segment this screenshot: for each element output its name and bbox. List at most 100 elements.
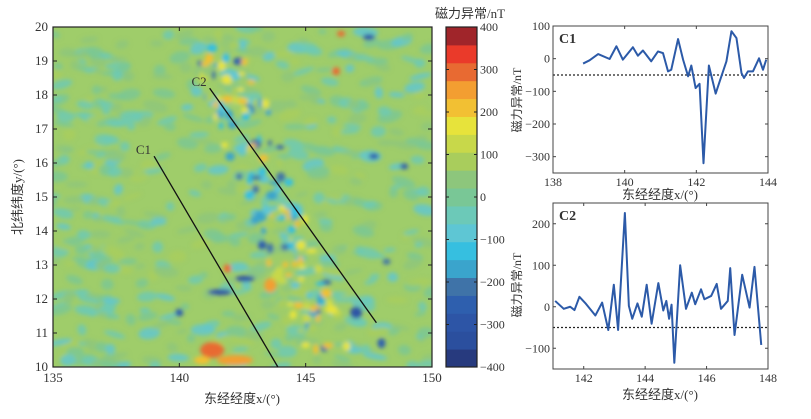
strong-anomaly: [175, 309, 183, 317]
anomaly-feature: [262, 206, 269, 212]
strong-anomaly: [383, 259, 391, 265]
anomaly-feature: [281, 244, 289, 251]
colorbar-tick-label: 200: [480, 105, 498, 119]
anomaly-feature: [293, 249, 297, 254]
anomaly-feature: [277, 157, 281, 167]
y-tick-label: 16: [35, 155, 49, 170]
anomaly-feature: [236, 173, 243, 180]
colorbar-band: [446, 260, 477, 278]
anomaly-feature: [261, 227, 266, 234]
strong-anomaly: [264, 278, 276, 292]
colorbar-band: [446, 116, 477, 134]
map-field: [44, 21, 440, 373]
plot-frame: [553, 26, 768, 173]
panel-label: C1: [559, 32, 576, 47]
strong-anomaly: [369, 153, 379, 159]
map-ylabel: 北纬纬度y/(°): [10, 159, 25, 235]
x-tick-label: 140: [170, 370, 190, 385]
anomaly-feature: [241, 59, 248, 66]
colorbar-tick-label: 300: [480, 63, 498, 77]
y-tick-label: 200: [532, 217, 550, 231]
colorbar-band: [446, 81, 477, 99]
anomaly-feature: [276, 172, 285, 181]
anomaly-feature: [213, 112, 217, 121]
anomaly-feature: [302, 314, 311, 322]
colorbar-band: [446, 242, 477, 260]
x-tick-label: 138: [544, 175, 562, 189]
colorbar-band: [446, 99, 477, 117]
strong-anomaly: [217, 355, 253, 365]
anomaly-feature: [315, 264, 323, 273]
anomaly-feature: [343, 342, 351, 351]
anomaly-feature: [303, 302, 310, 310]
y-tick-label: 0: [544, 300, 550, 314]
y-tick-label: 100: [532, 258, 550, 272]
anomaly-feature: [323, 343, 334, 349]
colorbar-band: [446, 63, 477, 81]
y-tick-label: 18: [35, 87, 48, 102]
anomaly-feature: [262, 99, 269, 108]
anomaly-feature: [309, 305, 320, 310]
anomaly-feature: [290, 216, 298, 221]
anomaly-feature: [292, 261, 298, 267]
strong-anomaly: [332, 67, 340, 75]
anomaly-feature: [327, 300, 332, 306]
colorbar-tick-label: 400: [480, 20, 498, 34]
y-tick-label: 20: [35, 19, 48, 34]
anomaly-feature: [282, 262, 288, 268]
anomaly-feature: [219, 122, 224, 129]
anomaly-feature: [247, 80, 255, 84]
anomaly-feature: [306, 292, 312, 299]
colorbar-tick-label: −200: [480, 275, 505, 289]
c2-ylabel: 磁力异常/nT: [509, 252, 524, 317]
anomaly-feature: [324, 279, 330, 284]
y-tick-label: 13: [35, 257, 48, 272]
anomaly-feature: [225, 152, 235, 161]
map-xlabel: 东经经度x/(°): [204, 391, 280, 406]
y-tick-label: 17: [35, 121, 49, 136]
anomaly-feature: [276, 145, 285, 149]
strong-anomaly: [350, 307, 362, 319]
anomaly-feature: [298, 277, 304, 282]
y-tick-label: 15: [35, 189, 48, 204]
colorbar-tick-label: 0: [480, 190, 486, 204]
anomaly-feature: [258, 240, 267, 250]
plot-frame: [553, 203, 768, 369]
anomaly-feature: [251, 175, 262, 180]
anomaly-feature: [293, 302, 303, 308]
colorbar-band: [446, 188, 477, 206]
profile-label-c1: C1: [136, 142, 151, 157]
c2-xlabel: 东经经度x/(°): [622, 387, 698, 402]
y-tick-label: 0: [544, 52, 550, 66]
anomaly-feature: [301, 342, 310, 348]
anomaly-feature: [287, 302, 293, 306]
colorbar-band: [446, 206, 477, 224]
anomaly-feature: [265, 110, 271, 115]
colorbar-band: [446, 134, 477, 152]
anomaly-feature: [277, 278, 287, 284]
y-tick-label: 19: [35, 53, 48, 68]
colorbar-band: [446, 313, 477, 331]
anomaly-feature: [221, 142, 228, 148]
strong-anomaly: [200, 342, 224, 358]
anomaly-feature: [317, 294, 323, 304]
x-tick-label: 150: [422, 370, 442, 385]
strong-anomaly: [235, 276, 255, 282]
anomaly-feature: [207, 44, 218, 53]
x-tick-label: 146: [698, 371, 716, 385]
colorbar-band: [446, 45, 477, 63]
anomaly-feature: [259, 167, 267, 176]
anomaly-feature: [287, 226, 295, 234]
anomaly-feature: [321, 289, 332, 298]
x-tick-label: 142: [575, 371, 593, 385]
y-tick-label: −200: [525, 117, 550, 131]
x-tick-label: 148: [759, 371, 777, 385]
anomaly-feature: [313, 344, 318, 354]
y-tick-label: −300: [525, 150, 550, 164]
anomaly-feature: [264, 222, 275, 228]
anomaly-feature: [245, 190, 255, 200]
anomaly-feature: [275, 267, 284, 274]
y-tick-label: 12: [35, 291, 48, 306]
strong-anomaly: [194, 356, 210, 364]
